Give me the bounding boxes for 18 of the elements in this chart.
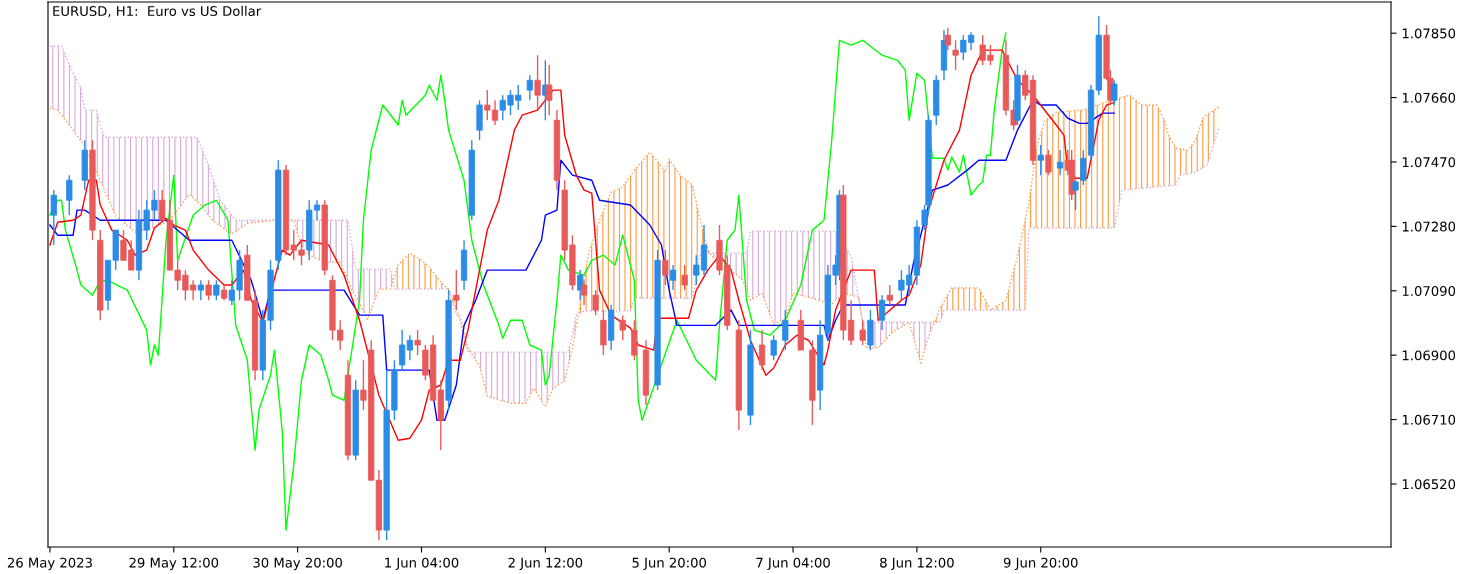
x-tick-label: 2 Jun 12:00 <box>508 557 583 571</box>
x-tick-label: 26 May 2023 <box>7 557 92 571</box>
x-tick-label: 7 Jun 04:00 <box>756 557 830 571</box>
x-tick-label: 1 Jun 04:00 <box>385 557 459 571</box>
y-tick-label: 1.07090 <box>1402 285 1456 296</box>
y-tick-label: 1.06900 <box>1402 350 1456 361</box>
y-tick-label: 1.06520 <box>1402 479 1456 490</box>
y-tick-label: 1.07660 <box>1402 92 1456 103</box>
x-tick-label: 30 May 20:00 <box>253 557 342 571</box>
y-tick-label: 1.07470 <box>1402 157 1456 168</box>
x-tick-label: 29 May 12:00 <box>129 557 219 571</box>
y-tick-label: 1.07280 <box>1402 221 1456 232</box>
x-tick-label: 5 Jun 20:00 <box>632 557 707 571</box>
x-tick-label: 8 Jun 12:00 <box>880 557 954 571</box>
chart-title: EURUSD, H1: Euro vs US Dollar <box>53 5 262 18</box>
y-tick-label: 1.07850 <box>1402 28 1456 39</box>
x-tick-label: 9 Jun 20:00 <box>1003 557 1078 571</box>
y-tick-label: 1.06710 <box>1402 414 1456 425</box>
